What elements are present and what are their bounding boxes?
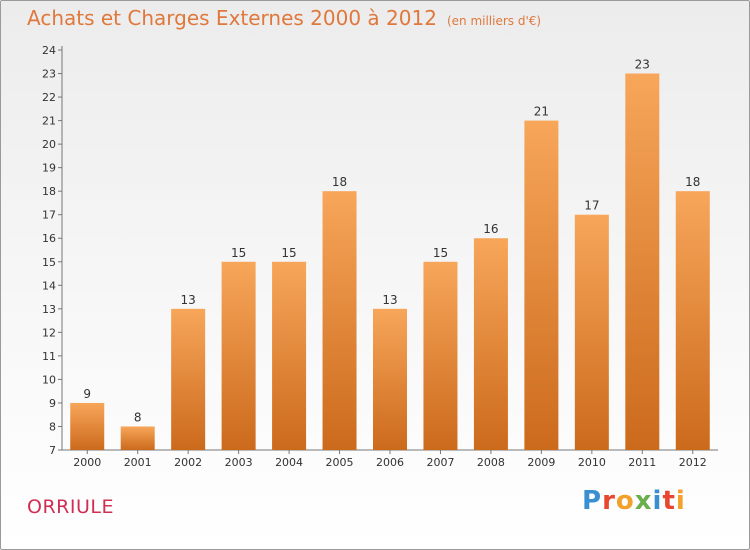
y-tick-label: 13	[42, 303, 56, 316]
bar	[574, 214, 609, 450]
bar	[272, 261, 307, 450]
y-tick-label: 10	[42, 373, 56, 386]
data-label: 15	[231, 246, 246, 260]
y-tick-label: 21	[42, 115, 56, 128]
data-label: 16	[483, 222, 498, 236]
bar	[221, 261, 256, 450]
bar	[322, 191, 357, 451]
logo-letter: x	[634, 486, 653, 516]
bar	[675, 191, 710, 451]
y-tick-label: 15	[42, 256, 56, 269]
y-tick-label: 14	[42, 279, 56, 292]
y-tick-label: 9	[49, 397, 56, 410]
x-tick-label: 2001	[124, 456, 152, 469]
x-tick-label: 2003	[225, 456, 253, 469]
logo-letter: i	[675, 486, 686, 516]
data-label: 13	[382, 293, 397, 307]
bar	[625, 73, 660, 450]
data-label: 23	[635, 58, 650, 72]
commune-name: ORRIULE	[27, 496, 114, 518]
x-tick-label: 2008	[477, 456, 505, 469]
bar	[524, 120, 559, 451]
data-label: 13	[181, 293, 196, 307]
bars	[70, 73, 710, 451]
x-tick-label: 2002	[174, 456, 202, 469]
bar	[120, 426, 155, 450]
x-tick-label: 2006	[376, 456, 404, 469]
labels: 9 2000 8 2001 13 2002 15 2003 15 2004 18 2005 13 2006…	[73, 58, 707, 469]
bar	[423, 261, 458, 450]
bar	[171, 308, 206, 450]
data-label: 21	[534, 105, 549, 119]
y-tick-label: 24	[42, 44, 56, 57]
data-label: 18	[685, 175, 700, 189]
x-tick-label: 2011	[628, 456, 656, 469]
data-label: 9	[83, 387, 91, 401]
y-tick-label: 7	[49, 444, 56, 457]
logo-letter: r	[602, 486, 616, 516]
x-tick-label: 2004	[275, 456, 303, 469]
proxiti-logo: Proxiti	[582, 486, 686, 516]
y-tick-label: 22	[42, 91, 56, 104]
logo-letter: P	[582, 486, 603, 516]
data-label: 15	[433, 246, 448, 260]
y-tick-label: 12	[42, 326, 56, 339]
data-label: 17	[584, 199, 599, 213]
y-tick-label: 20	[42, 138, 56, 151]
y-tick-label: 8	[49, 420, 56, 433]
logo-letter: i	[652, 486, 663, 516]
y-tick-label: 11	[42, 350, 56, 363]
chart-unit: (en milliers d'€)	[446, 14, 542, 28]
y-tick-label: 19	[42, 162, 56, 175]
data-label: 8	[134, 410, 142, 424]
y-tick-label: 18	[42, 185, 56, 198]
bar	[473, 238, 508, 450]
y-tick-label: 17	[42, 209, 56, 222]
y-tick-label: 16	[42, 232, 56, 245]
bar	[373, 308, 407, 450]
x-tick-label: 2000	[73, 456, 101, 469]
x-tick-label: 2007	[426, 456, 454, 469]
x-tick-label: 2010	[578, 456, 606, 469]
chart-title-text: Achats et Charges Externes 2000 à 2012	[27, 6, 437, 30]
y-tick-label: 23	[42, 68, 56, 81]
data-label: 15	[281, 246, 296, 260]
logo-letter: o	[615, 486, 635, 516]
x-tick-label: 2012	[679, 456, 707, 469]
x-tick-label: 2005	[326, 456, 354, 469]
data-label: 18	[332, 175, 347, 189]
logo-letter: t	[662, 486, 676, 516]
chart-title: Achats et Charges Externes 2000 à 2012 (e…	[27, 6, 541, 30]
x-tick-label: 2009	[527, 456, 555, 469]
bar	[70, 402, 105, 450]
